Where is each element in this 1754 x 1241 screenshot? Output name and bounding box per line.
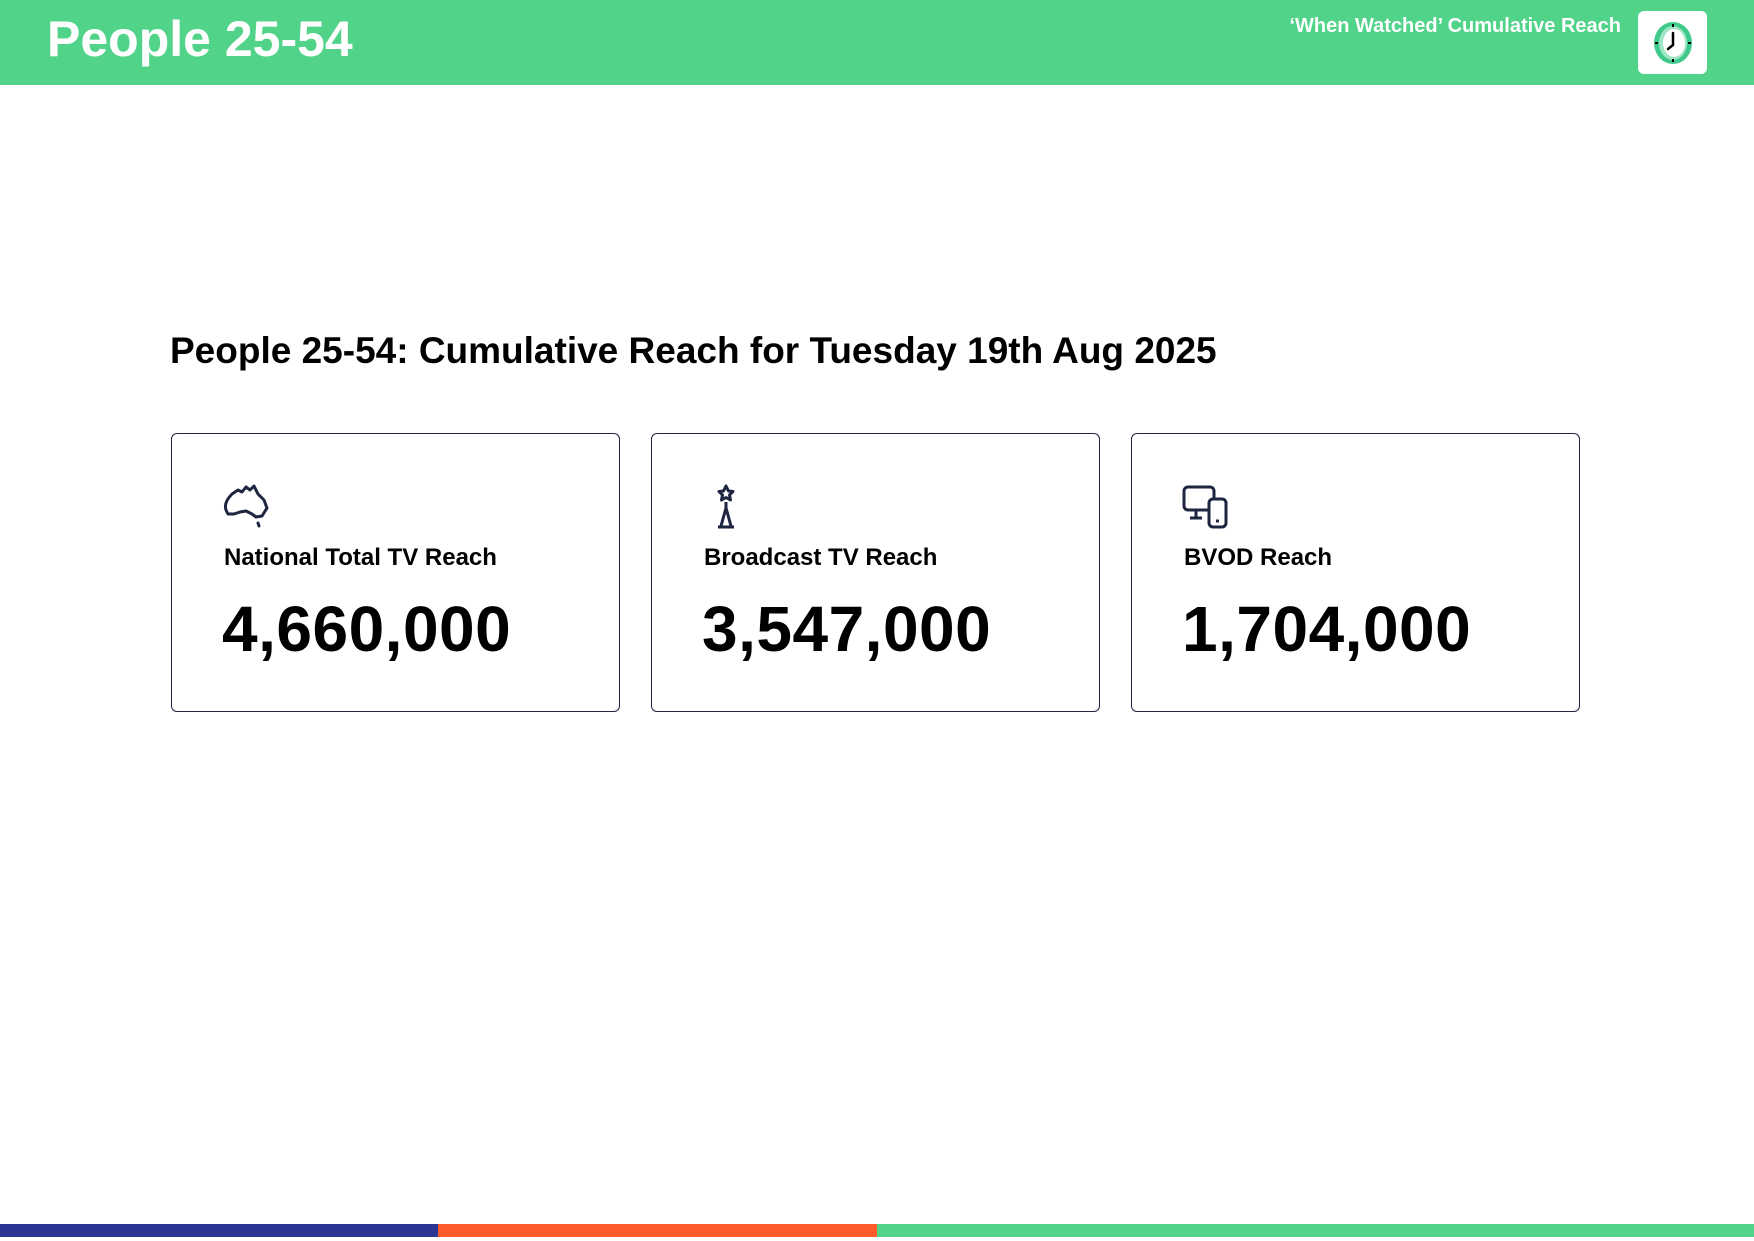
card-label: BVOD Reach (1184, 544, 1333, 571)
section-heading: People 25-54: Cumulative Reach for Tuesd… (170, 330, 1217, 371)
page-title: People 25-54 (47, 11, 353, 67)
card-national-total-tv-reach: National Total TV Reach 4,660,000 (171, 433, 620, 712)
card-bvod-reach: BVOD Reach 1,704,000 (1131, 433, 1580, 712)
card-label: Broadcast TV Reach (704, 544, 938, 571)
footer-bar-green (877, 1224, 1754, 1237)
broadcast-tower-icon (702, 484, 750, 530)
card-value: 4,660,000 (222, 593, 512, 665)
card-broadcast-tv-reach: Broadcast TV Reach 3,547,000 (651, 433, 1100, 712)
header-bar: People 25-54 ‘When Watched’ Cumulative R… (0, 0, 1754, 85)
footer-bar-blue (0, 1224, 438, 1237)
card-value: 3,547,000 (702, 593, 992, 665)
header-subtitle: ‘When Watched’ Cumulative Reach (1289, 15, 1621, 37)
devices-icon (1182, 484, 1230, 530)
footer-bar-orange (438, 1224, 877, 1237)
clock-icon (1638, 11, 1707, 74)
card-label: National Total TV Reach (224, 544, 497, 571)
card-value: 1,704,000 (1182, 593, 1472, 665)
australia-map-icon (222, 484, 270, 530)
